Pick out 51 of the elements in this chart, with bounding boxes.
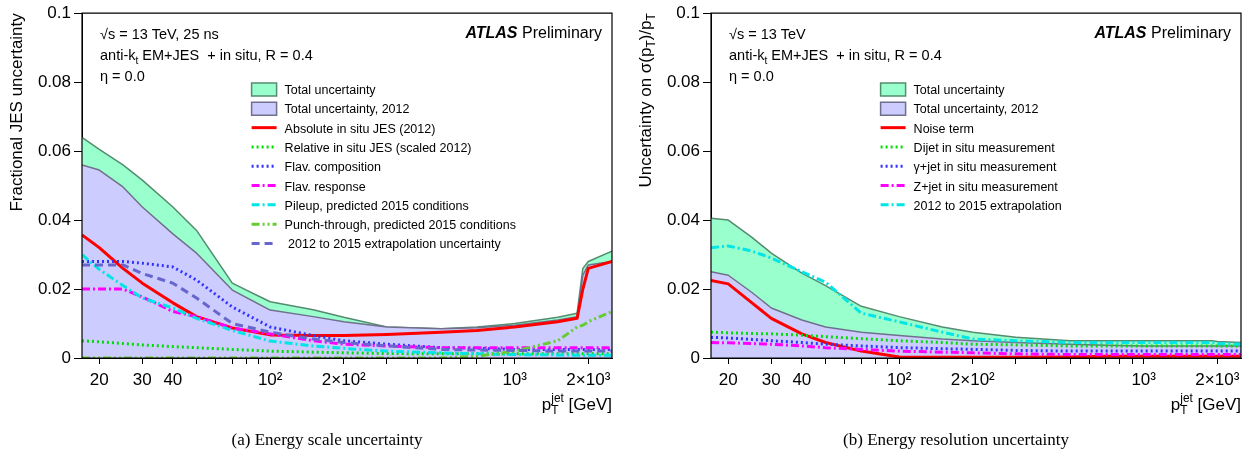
- x-tick-label: 30: [132, 369, 152, 389]
- y-tick-label: 0.04: [666, 209, 700, 229]
- x-tick-label: 10²: [257, 369, 283, 389]
- text: (b) Energy resolution uncertainty: [843, 430, 1070, 449]
- x-tick-label: 2×10³: [1195, 369, 1240, 389]
- x-tick-label: 20: [89, 369, 109, 389]
- y-tick-label: 0.02: [37, 278, 71, 298]
- annotation: ATLAS Preliminary: [1093, 24, 1232, 42]
- x-tick-label: 2×10²: [321, 369, 367, 389]
- legend-label: Absolute in situ JES (2012): [284, 121, 436, 136]
- legend-label: Pileup, predicted 2015 conditions: [284, 198, 469, 213]
- x-tick-label: 20: [718, 369, 738, 389]
- x-tick-label: 40: [163, 369, 183, 389]
- annotation: η = 0.0: [729, 68, 774, 85]
- legend-label: Punch-through, predicted 2015 conditions: [284, 218, 517, 233]
- legend-label: Total uncertainty: [284, 83, 377, 98]
- x-tick-label: 10²: [886, 369, 912, 389]
- legend-label: 2012 to 2015 extrapolation uncertainty: [284, 237, 502, 252]
- x-tick-label: 2×10²: [950, 369, 996, 389]
- annotation: √s = 13 TeV: [729, 26, 806, 43]
- legend-label: γ+jet in situ measurement: [913, 160, 1057, 175]
- y-tick-label: 0.08: [666, 71, 700, 91]
- legend-label: Total uncertainty, 2012: [913, 102, 1039, 117]
- legend-label: Z+jet in situ measurement: [913, 179, 1059, 194]
- y-tick-label: 0.08: [37, 71, 71, 91]
- y-tick-label: 0: [61, 347, 71, 367]
- legend-label: Dijet in situ measurement: [913, 140, 1056, 155]
- x-tick-label: 40: [792, 369, 812, 389]
- legend-label: Noise term: [913, 121, 975, 136]
- y-tick-label: 0.1: [47, 2, 71, 22]
- y-tick-label: 0.04: [37, 209, 71, 229]
- legend-label: Total uncertainty, 2012: [284, 102, 410, 117]
- x-tick-label: 10³: [1131, 369, 1157, 389]
- text: (a) Energy scale uncertainty: [231, 430, 423, 449]
- legend-label: Flav. composition: [284, 160, 381, 175]
- legend-label: Total uncertainty: [913, 83, 1006, 98]
- y-tick-label: 0.06: [666, 140, 700, 160]
- annotation: ATLAS Preliminary: [464, 24, 603, 42]
- y-tick-label: 0.02: [666, 278, 700, 298]
- y-tick-label: 0: [690, 347, 700, 367]
- y-tick-label: 0.06: [37, 140, 71, 160]
- x-tick-label: 30: [761, 369, 781, 389]
- x-tick-label: 10³: [502, 369, 528, 389]
- x-tick-label: 2×10³: [566, 369, 611, 389]
- y-tick-label: 0.1: [676, 2, 700, 22]
- legend-label: Relative in situ JES (scaled 2012): [284, 140, 472, 155]
- legend-label: Flav. response: [284, 179, 366, 194]
- legend-label: 2012 to 2015 extrapolation: [913, 198, 1062, 213]
- annotation: η = 0.0: [100, 68, 145, 85]
- annotation: √s = 13 TeV, 25 ns: [100, 26, 219, 43]
- y-axis-title: Fractional JES uncertainty: [7, 12, 26, 212]
